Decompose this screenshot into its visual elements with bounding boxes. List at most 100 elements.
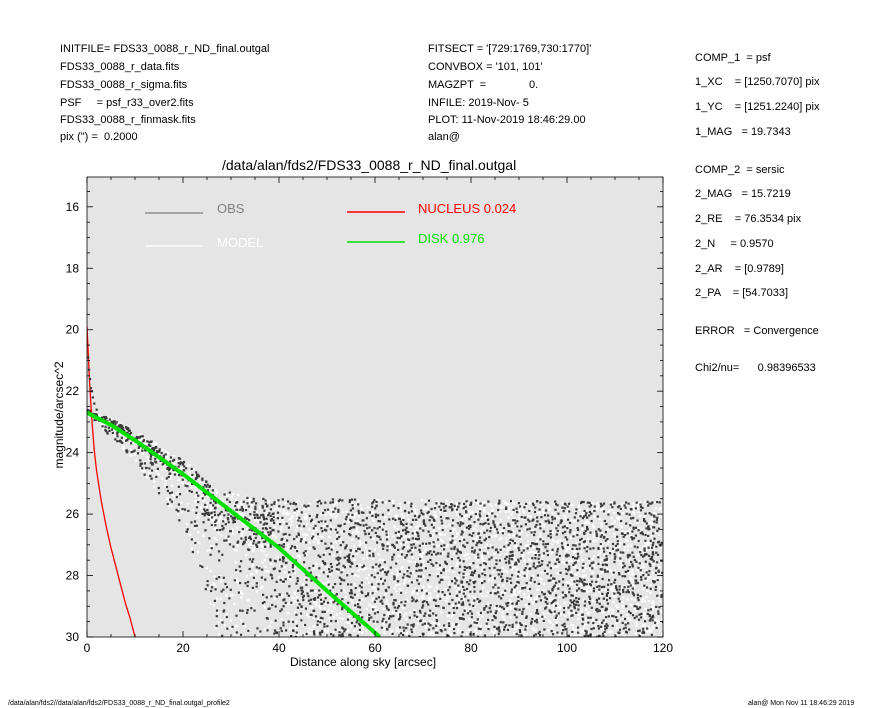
obs-point [349, 565, 352, 568]
obs-point [300, 605, 303, 608]
obs-point [601, 563, 604, 566]
obs-point [309, 598, 312, 601]
obs-point [483, 504, 486, 507]
model-point [439, 532, 442, 536]
obs-point [617, 597, 620, 600]
model-point [290, 516, 293, 519]
model-point [502, 506, 505, 509]
model-point [657, 560, 660, 563]
model-point [487, 512, 490, 515]
obs-point [240, 506, 243, 509]
obs-point [579, 538, 582, 542]
model-point [289, 627, 292, 630]
obs-point [414, 537, 417, 540]
obs-point [490, 556, 493, 559]
obs-point [569, 529, 572, 532]
obs-point [246, 611, 249, 614]
obs-point [642, 630, 645, 633]
model-point [236, 635, 239, 637]
obs-point [418, 514, 421, 517]
obs-point [456, 522, 459, 525]
model-point [651, 606, 654, 609]
obs-point [639, 606, 642, 609]
obs-point [394, 599, 397, 602]
obs-point [203, 508, 206, 511]
obs-point [382, 582, 385, 585]
model-point [379, 602, 382, 605]
obs-point [557, 587, 560, 590]
obs-point [301, 596, 305, 599]
obs-point [571, 556, 575, 559]
model-point [438, 509, 441, 513]
model-point [265, 510, 268, 513]
model-point [355, 529, 358, 532]
model-point [391, 635, 394, 637]
obs-point [149, 458, 152, 461]
obs-point [476, 635, 480, 637]
obs-point [519, 505, 522, 508]
model-point [510, 553, 513, 556]
obs-point [531, 557, 534, 560]
obs-point [472, 532, 475, 535]
model-point [438, 544, 441, 547]
obs-point [368, 526, 371, 529]
obs-point [299, 586, 302, 589]
obs-point [116, 431, 119, 434]
model-point [482, 508, 485, 511]
model-point [594, 624, 597, 627]
obs-point [354, 604, 357, 607]
model-point [525, 576, 528, 579]
model-point [134, 453, 137, 456]
obs-point [381, 568, 384, 571]
model-point [462, 584, 465, 587]
obs-point [405, 530, 408, 533]
model-point [400, 543, 403, 546]
obs-point [332, 510, 335, 513]
model-point [596, 502, 599, 505]
model-point [335, 569, 338, 572]
model-point [469, 522, 472, 525]
obs-point [545, 606, 548, 609]
obs-point [199, 564, 202, 567]
model-point [256, 590, 259, 593]
obs-point [261, 527, 265, 530]
obs-point [396, 536, 399, 539]
model-point [424, 589, 427, 592]
model-point [353, 516, 356, 519]
obs-point [415, 589, 418, 592]
obs-point [399, 632, 402, 635]
obs-point [373, 576, 376, 579]
obs-point [349, 518, 352, 522]
model-point [480, 530, 483, 533]
model-point [549, 621, 552, 624]
model-point [314, 601, 317, 605]
model-point [584, 563, 587, 566]
model-point [633, 584, 636, 587]
obs-point [184, 484, 187, 487]
obs-point [629, 524, 632, 527]
obs-point [647, 546, 650, 549]
obs-point [570, 614, 573, 617]
model-point [238, 512, 241, 515]
obs-point [226, 498, 229, 501]
obs-point [165, 477, 168, 480]
model-point [123, 428, 126, 431]
model-point [308, 547, 311, 550]
obs-point [348, 532, 351, 536]
model-point [524, 544, 527, 547]
model-point [394, 604, 397, 608]
model-point [211, 513, 214, 517]
obs-point [126, 431, 129, 434]
model-point [197, 492, 200, 495]
obs-point [581, 517, 584, 520]
model-point [577, 617, 580, 621]
obs-point [649, 557, 652, 561]
obs-point [469, 567, 472, 570]
obs-point [396, 580, 399, 583]
obs-point [383, 579, 387, 582]
obs-point [524, 628, 527, 631]
model-point [448, 537, 451, 541]
obs-point [406, 570, 409, 573]
model-point [516, 546, 519, 549]
model-point [334, 540, 338, 544]
